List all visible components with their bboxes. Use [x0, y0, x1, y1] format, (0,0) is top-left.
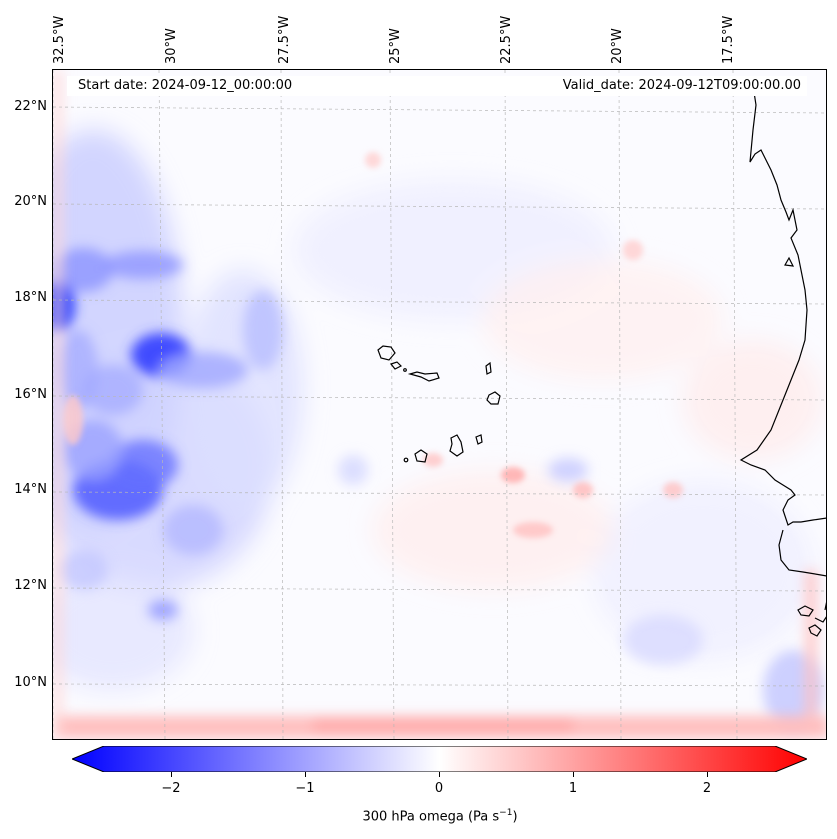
- boa-vista-island: [486, 391, 501, 405]
- sao-vicente-island: [389, 361, 403, 370]
- colorbar-tick-mark: [439, 772, 440, 777]
- colorbar-label: 300 hPa omega (Pa s−1): [362, 808, 518, 825]
- maio-island: [475, 434, 483, 445]
- colorbar-tick-label: 2: [702, 781, 712, 796]
- gridlines: [53, 70, 826, 739]
- map-canvas: [53, 70, 826, 739]
- lon-label-22-5w: 22.5°W: [499, 15, 514, 64]
- santo-antao-island: [377, 345, 396, 361]
- bijagos-islands: [797, 605, 814, 617]
- colorbar-tick-mark: [573, 772, 574, 777]
- lon-label-27-5w: 27.5°W: [277, 15, 292, 64]
- colorbar-tick-mark: [305, 772, 306, 777]
- lat-label-10n: 10°N: [14, 675, 47, 690]
- fogo-island: [414, 449, 428, 463]
- coastlines: [377, 91, 826, 637]
- colorbar-tick-mark: [707, 772, 708, 777]
- lat-label-16n: 16°N: [14, 387, 47, 402]
- colorbar-tick-label: 0: [434, 781, 444, 796]
- colorbar-tick-label: −1: [295, 781, 315, 796]
- valid-date-label: Valid_date: 2024-09-12T09:00:00.00: [562, 78, 801, 94]
- lon-label-17-5w: 17.5°W: [721, 15, 736, 64]
- lon-label-32-5w: 32.5°W: [52, 15, 67, 64]
- colorbar-tick-label: 1: [568, 781, 578, 796]
- colorbar: [72, 746, 807, 772]
- brava-island: [403, 457, 409, 463]
- santa-luzia-island: [403, 368, 407, 372]
- lon-label-25w: 25°W: [388, 28, 403, 64]
- sao-nicolau-island: [407, 371, 440, 382]
- lat-label-12n: 12°N: [14, 578, 47, 593]
- africa-coastline-south: [778, 529, 826, 577]
- omega-map[interactable]: [52, 69, 827, 740]
- lon-label-20w: 20°W: [610, 28, 625, 64]
- lon-label-30w: 30°W: [164, 28, 179, 64]
- lat-label-20n: 20°N: [14, 194, 47, 209]
- santiago-island: [449, 434, 464, 457]
- start-date-label: Start date: 2024-09-12_00:00:00: [78, 78, 293, 94]
- lat-label-18n: 18°N: [14, 290, 47, 305]
- colorbar-body: [72, 746, 807, 772]
- colorbar-tick-mark: [171, 772, 172, 777]
- sal-island: [485, 361, 492, 375]
- africa-coastline: [739, 91, 826, 526]
- lat-label-14n: 14°N: [14, 482, 47, 497]
- colorbar-tick-label: −2: [161, 781, 181, 796]
- lat-label-22n: 22°N: [14, 99, 47, 114]
- omega-field: [53, 70, 826, 739]
